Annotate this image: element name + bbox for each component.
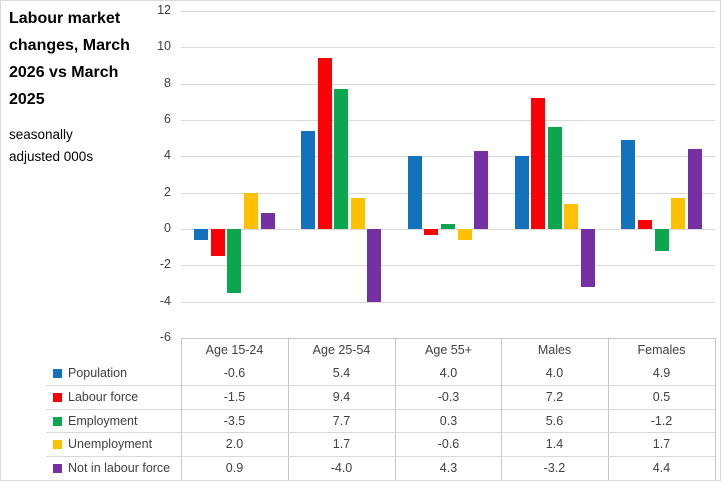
gridline: [181, 229, 715, 230]
legend-item: Unemployment: [53, 436, 152, 452]
y-axis-tick-label: -4: [159, 294, 171, 308]
bar-employment: [655, 229, 669, 251]
bar-unemployment: [244, 192, 258, 229]
table-cell-value: 1.4: [545, 437, 564, 451]
bar-unemployment: [351, 198, 365, 229]
legend-swatch: [53, 368, 62, 378]
table-cell-value: 5.4: [332, 366, 351, 380]
bar-labour-force: [211, 229, 225, 257]
y-axis-tick-label: 2: [164, 185, 171, 199]
table-cell-value: -0.6: [223, 366, 246, 380]
y-axis-tick-label: 0: [164, 221, 171, 235]
table-cell-value: 1.7: [652, 437, 671, 451]
table-cell-value: -0.6: [437, 437, 460, 451]
gridline: [181, 302, 715, 303]
y-axis-tick-label: 12: [157, 3, 171, 17]
table-cell-value: 4.4: [652, 461, 671, 475]
y-axis-tick-label: 6: [164, 112, 171, 126]
table-cell-value: -1.2: [650, 414, 673, 428]
table-cell-value: 5.6: [545, 414, 564, 428]
bar-labour-force: [424, 229, 438, 235]
bar-not-in-labour-force: [474, 150, 488, 229]
table-cell-value: 1.7: [332, 437, 351, 451]
chart-title: Labour market changes, March 2026 vs Mar…: [9, 10, 130, 108]
table-column-separator: [715, 338, 716, 480]
table-cell-value: 0.3: [439, 414, 458, 428]
bar-labour-force: [638, 219, 652, 229]
gridline: [181, 47, 715, 48]
gridline: [181, 11, 715, 12]
bar-population: [301, 130, 315, 229]
table-cell-value: 0.5: [652, 390, 671, 404]
bar-not-in-labour-force: [261, 212, 275, 229]
legend-swatch: [53, 392, 62, 402]
table-cell-value: 4.9: [652, 366, 671, 380]
table-column-header: Age 15-24: [205, 343, 264, 357]
table-cell-value: -3.2: [543, 461, 566, 475]
table-cell-value: 2.0: [225, 437, 244, 451]
gridline: [181, 156, 715, 157]
table-cell-value: 7.2: [545, 390, 564, 404]
table-row-separator: [46, 409, 715, 410]
bar-not-in-labour-force: [688, 149, 702, 229]
y-axis-tick-label: 4: [164, 148, 171, 162]
chart-subtitle: seasonally adjusted 000s: [9, 127, 94, 164]
table-cell-value: 4.3: [439, 461, 458, 475]
legend-item: Not in labour force: [53, 460, 170, 476]
bar-employment: [548, 127, 562, 229]
table-cell-value: 9.4: [332, 390, 351, 404]
bar-unemployment: [671, 198, 685, 229]
bar-employment: [227, 229, 241, 293]
legend-series-label: Population: [68, 366, 128, 380]
bar-not-in-labour-force: [367, 229, 381, 302]
legend-swatch: [53, 439, 62, 449]
table-cell-value: 4.0: [545, 366, 564, 380]
table-row-separator: [46, 432, 715, 433]
y-axis-tick-label: -2: [159, 257, 171, 271]
y-axis-tick-label: -6: [159, 330, 171, 344]
table-column-header: Age 55+: [425, 343, 472, 357]
table-column-header: Males: [537, 343, 572, 357]
bar-employment: [334, 89, 348, 229]
legend-item: Employment: [53, 413, 137, 429]
legend-series-label: Labour force: [68, 390, 139, 404]
table-top-border: [181, 338, 715, 339]
table-cell-value: -1.5: [223, 390, 246, 404]
y-axis-tick-label: 8: [164, 76, 171, 90]
table-cell-value: 4.0: [439, 366, 458, 380]
table-row-separator: [46, 385, 715, 386]
gridline: [181, 265, 715, 266]
bar-employment: [441, 223, 455, 230]
bar-population: [408, 156, 422, 229]
legend-series-label: Unemployment: [68, 437, 153, 451]
legend-series-label: Not in labour force: [68, 461, 171, 475]
legend-swatch: [53, 463, 62, 473]
legend-swatch: [53, 416, 62, 426]
gridline: [181, 193, 715, 194]
bar-population: [515, 156, 529, 229]
bar-not-in-labour-force: [581, 229, 595, 288]
legend-item: Labour force: [53, 389, 138, 405]
table-cell-value: 7.7: [332, 414, 351, 428]
gridline: [181, 120, 715, 121]
gridline: [181, 84, 715, 85]
bar-unemployment: [458, 229, 472, 240]
legend-item: Population: [53, 365, 127, 381]
bar-labour-force: [531, 98, 545, 229]
table-cell-value: -3.5: [223, 414, 246, 428]
bar-labour-force: [318, 58, 332, 229]
table-row-separator: [46, 456, 715, 457]
table-column-header: Age 25-54: [312, 343, 371, 357]
legend-series-label: Employment: [68, 414, 138, 428]
bar-population: [621, 140, 635, 229]
table-cell-value: 0.9: [225, 461, 244, 475]
y-axis-tick-label: 10: [157, 39, 171, 53]
bar-unemployment: [564, 203, 578, 229]
table-cell-value: -4.0: [330, 461, 353, 475]
bar-population: [194, 229, 208, 240]
table-column-header: Females: [637, 343, 686, 357]
table-cell-value: -0.3: [437, 390, 460, 404]
